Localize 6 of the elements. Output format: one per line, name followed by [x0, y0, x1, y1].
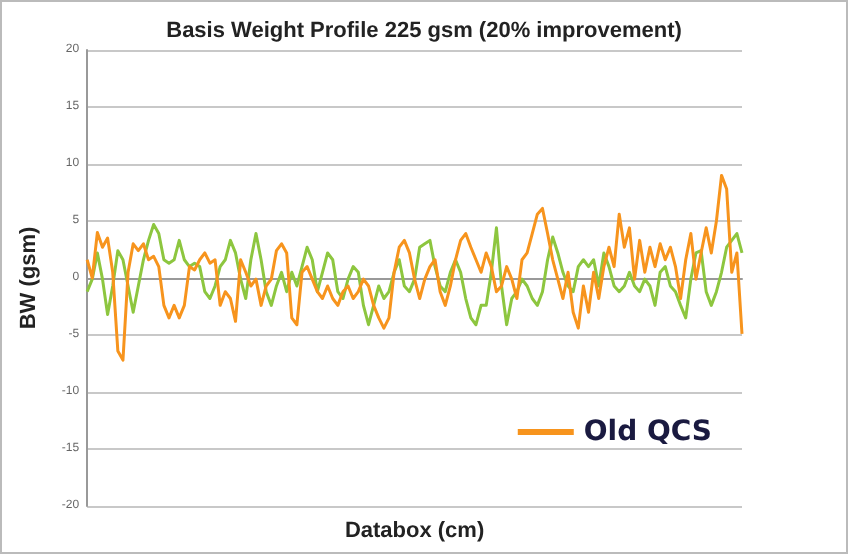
line-series: [85, 173, 744, 362]
x-axis-title: Databox (cm): [344, 519, 485, 543]
legend-label: Old QCS: [583, 416, 713, 448]
y-axis-title: BW (gsm): [17, 226, 41, 330]
chart-title: Basis Weight Profile 225 gsm (20% improvement): [166, 19, 683, 43]
line-series: [85, 222, 744, 327]
